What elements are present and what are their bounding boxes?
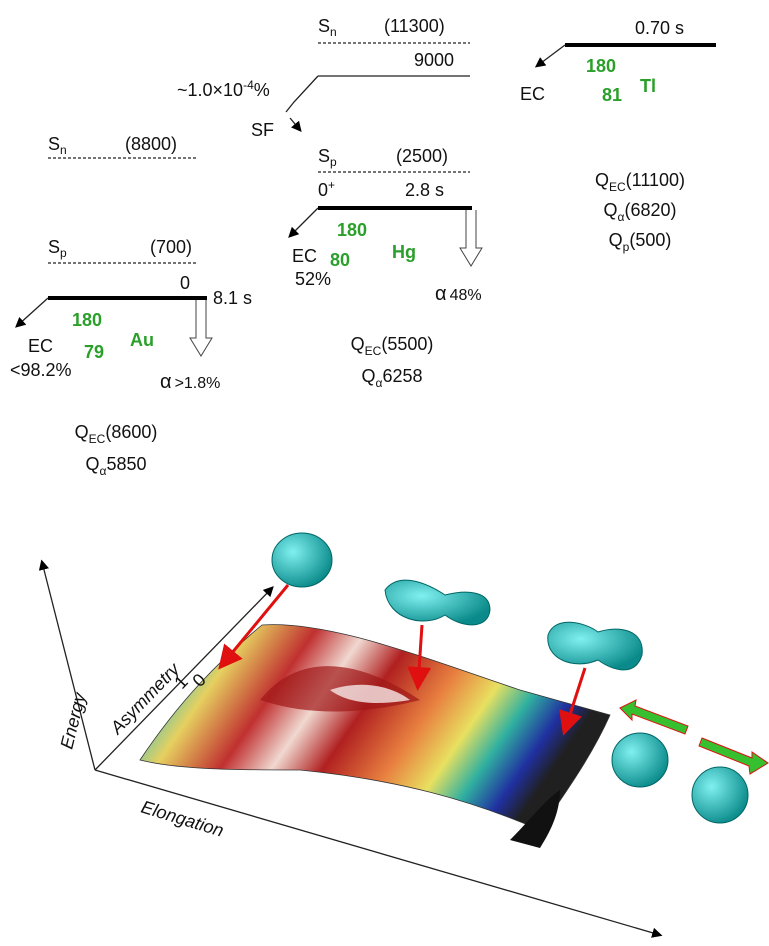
q-sub: EC	[365, 344, 382, 358]
spin: 0+	[318, 178, 335, 200]
mass: 180	[586, 56, 616, 76]
q-number: 6258	[382, 366, 422, 386]
halflife: 0.70 s	[635, 18, 684, 38]
pes: Energy Asymmetry Elongation 1 0	[42, 533, 768, 935]
tl-levels: Sn (11300) 9000 ~1.0×10-4% SF 0.70 s EC …	[177, 16, 716, 254]
label: Sn	[318, 16, 337, 39]
q-sub: EC	[89, 432, 106, 446]
value: (8800)	[125, 134, 177, 154]
q-number: (11100)	[626, 170, 685, 190]
q-number: (500)	[629, 230, 671, 250]
level: 0	[180, 273, 190, 293]
symbol: Tl	[640, 76, 656, 96]
decay: EC	[520, 84, 545, 104]
q-value: QEC(5500)	[351, 334, 434, 358]
value: (2500)	[396, 146, 448, 166]
mass: 180	[337, 220, 367, 240]
q-base: Q	[86, 454, 100, 474]
q-base: Q	[595, 170, 609, 190]
ec-branch: <98.2%	[10, 360, 72, 380]
label: Sp	[48, 237, 67, 260]
figure: Sn (11300) 9000 ~1.0×10-4% SF 0.70 s EC …	[0, 0, 769, 946]
value: (700)	[150, 237, 192, 257]
z: 79	[84, 342, 104, 362]
q-number: (5500)	[381, 334, 433, 354]
label: Sn	[48, 134, 67, 157]
level: 9000	[414, 50, 454, 70]
z: 80	[330, 250, 350, 270]
q-sub: α	[100, 464, 107, 478]
axis-label: Energy	[56, 690, 89, 751]
q-base: Q	[75, 422, 89, 442]
ec-branch: 52%	[295, 269, 331, 289]
alpha: α>1.8%	[160, 371, 220, 393]
decay: EC	[28, 336, 53, 356]
q-value: Qα(6820)	[604, 200, 677, 224]
q-number: (6820)	[624, 200, 676, 220]
mass: 180	[72, 310, 102, 330]
symbol: Hg	[392, 242, 416, 262]
halflife: 8.1 s	[213, 288, 252, 308]
q-value: QEC(8600)	[75, 422, 158, 446]
q-base: Q	[362, 366, 376, 386]
halflife: 2.8 s	[405, 180, 444, 200]
q-base: Q	[604, 200, 618, 220]
decay: EC	[292, 246, 317, 266]
q-sub: α	[376, 376, 383, 390]
q-sub: EC	[609, 180, 626, 194]
axis-label: Elongation	[139, 797, 226, 841]
symbol: Au	[130, 330, 154, 350]
sf-branch: ~1.0×10-4%	[177, 78, 270, 100]
q-number: 5850	[106, 454, 146, 474]
q-base: Q	[609, 230, 623, 250]
z: 81	[602, 85, 622, 105]
q-value: Qp(500)	[609, 230, 672, 254]
q-number: (8600)	[105, 422, 157, 442]
q-value: Qα6258	[362, 366, 423, 390]
value: (11300)	[384, 16, 445, 36]
au-levels: Sn (8800) Sp (700) 0 8.1 s EC <98.2% 180…	[10, 134, 252, 478]
sf: SF	[251, 120, 274, 140]
q-value: QEC(11100)	[595, 170, 685, 194]
q-base: Q	[351, 334, 365, 354]
q-value: Qα5850	[86, 454, 147, 478]
label: Sp	[318, 146, 337, 169]
